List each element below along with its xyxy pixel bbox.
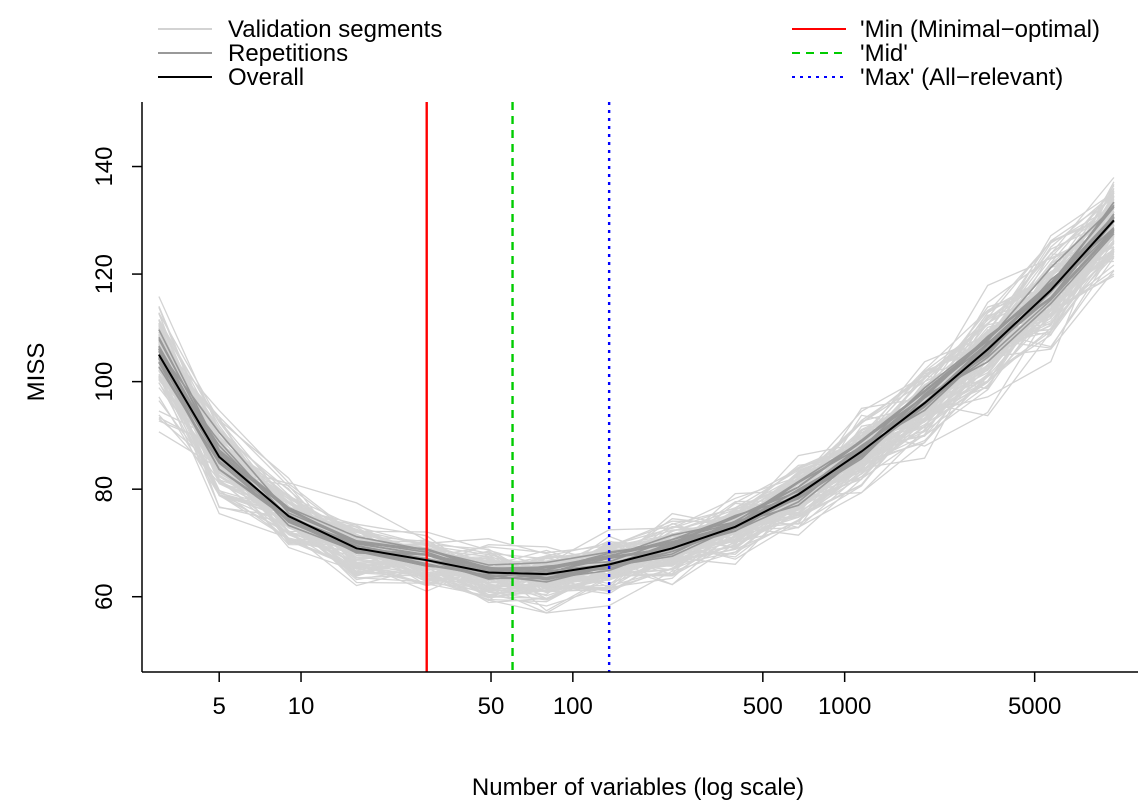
overall-line bbox=[158, 219, 1115, 576]
x-tick-label: 5 bbox=[213, 693, 226, 720]
left-legend-label: Repetitions bbox=[228, 40, 348, 67]
x-tick-label: 100 bbox=[553, 693, 593, 720]
y-axis-label: MISS bbox=[23, 343, 50, 402]
y-tick-label: 80 bbox=[91, 476, 118, 503]
y-tick-label: 60 bbox=[91, 583, 118, 610]
left-legend-label: Overall bbox=[228, 64, 304, 91]
x-tick-label: 500 bbox=[743, 693, 783, 720]
x-tick-label: 5000 bbox=[1008, 693, 1061, 720]
validation-segment-line bbox=[158, 251, 1115, 597]
y-tick-label: 100 bbox=[91, 362, 118, 402]
x-tick-label: 10 bbox=[288, 693, 315, 720]
axes-layer: 5 10 50 100 500 1000 5000 60 80 100 120 140 bbox=[91, 102, 1138, 720]
x-tick-label: 1000 bbox=[818, 693, 871, 720]
repetitions-layer bbox=[158, 201, 1115, 583]
right-legend-label: 'Max' (All−relevant) bbox=[860, 64, 1063, 91]
validation-segment-line bbox=[158, 273, 1115, 601]
x-tick-label: 50 bbox=[478, 693, 505, 720]
left-legend-label: Validation segments bbox=[228, 16, 442, 43]
overall-layer bbox=[158, 219, 1115, 576]
x-axis-label: Number of variables (log scale) bbox=[472, 774, 804, 801]
validation-segment-line bbox=[158, 270, 1115, 607]
right-legend-label: 'Min (Minimal−optimal) bbox=[860, 16, 1100, 43]
validation-segment-line bbox=[158, 248, 1115, 614]
repetition-line bbox=[158, 201, 1115, 573]
repetition-line bbox=[158, 227, 1115, 575]
y-tick-label: 120 bbox=[91, 254, 118, 294]
reference-lines-layer bbox=[425, 102, 611, 672]
y-tick-label: 140 bbox=[91, 147, 118, 187]
right-legend-label: 'Mid' bbox=[860, 40, 908, 67]
